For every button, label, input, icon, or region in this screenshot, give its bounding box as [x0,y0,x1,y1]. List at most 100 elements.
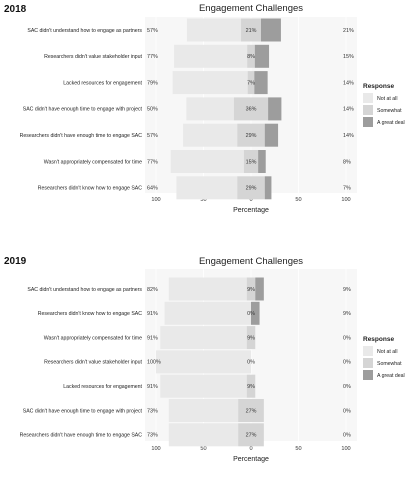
chart-2018: 2018 Engagement Challenges 100 50 0 50 100 SAC … [4,3,405,214]
bar-somewhat [238,423,264,447]
legend-entry: Somewhat [377,361,402,367]
x-tick-label: 100 [151,446,160,452]
bar-not-at-all [174,44,248,68]
bar-great-deal [268,97,282,121]
bar-not-at-all [168,277,247,301]
category-label: Researchers didn't have enough time to e… [20,133,143,139]
pct-somewhat: 7% [247,80,255,86]
bar-not-at-all [168,399,239,422]
bar-somewhat [247,71,255,95]
legend-title: Response [363,83,394,90]
x-axis-label: Percentage [233,207,269,214]
bar-not-at-all [168,423,239,447]
pct-not-at-all: 100% [147,360,161,366]
pct-not-at-all: 57% [147,133,158,139]
pct-somewhat: 36% [246,107,257,113]
bar-somewhat [238,399,264,422]
year-label: 2018 [4,4,27,15]
bar-not-at-all [156,350,251,374]
pct-somewhat: 27% [246,408,257,414]
legend-swatch [363,370,373,380]
bar-somewhat [246,326,256,350]
category-label: Lacked resources for engagement [63,384,142,390]
bar-somewhat [246,374,256,398]
legend-title: Response [363,336,394,343]
x-tick-label: 50 [295,446,301,452]
pct-somewhat: 29% [246,186,257,192]
pct-somewhat: 0% [247,360,255,366]
pct-great-deal: 0% [343,433,351,439]
pct-great-deal: 0% [343,335,351,341]
category-label: Researchers didn't value stakeholder inp… [44,54,142,60]
category-label: Wasn't appropriately compensated for tim… [44,335,142,341]
bar-not-at-all [183,123,238,147]
bar-great-deal [264,176,272,200]
bar-not-at-all [160,374,247,398]
pct-not-at-all: 91% [147,384,158,390]
bar-not-at-all [170,150,244,173]
legend: Response Not at all Somewhat A great deal [363,83,405,127]
category-label: Researchers didn't have enough time to e… [20,433,143,439]
legend-swatch [363,105,373,115]
category-label: SAC didn't understand how to engage as p… [27,28,142,34]
bar-not-at-all [176,176,238,200]
chart-2019: 2019 Engagement Challenges 100 50 0 50 100 SAC … [4,256,405,463]
pct-great-deal: 9% [343,287,351,293]
year-label: 2019 [4,256,27,267]
pct-great-deal: 15% [343,54,354,60]
bar-somewhat [241,18,261,42]
chart-title: Engagement Challenges [199,256,303,267]
pct-not-at-all: 73% [147,433,158,439]
category-label: Wasn't appropriately compensated for tim… [44,159,142,165]
pct-not-at-all: 91% [147,335,158,341]
bar-great-deal [260,18,281,42]
legend-swatch [363,358,373,368]
bar-great-deal [251,301,260,325]
pct-great-deal: 21% [343,28,354,34]
pct-not-at-all: 57% [147,28,158,34]
category-label: SAC didn't have enough time to engage wi… [23,107,143,113]
legend-swatch [363,117,373,127]
legend-entry: Not at all [377,96,397,102]
pct-great-deal: 0% [343,360,351,366]
legend-entry: Somewhat [377,108,402,114]
pct-somewhat: 29% [246,133,257,139]
pct-great-deal: 8% [343,159,351,165]
pct-somewhat: 27% [246,433,257,439]
bar-somewhat [237,176,265,200]
x-tick-label: 100 [151,197,160,203]
legend: Response Not at all Somewhat A great deal [363,336,405,380]
bar-not-at-all [186,18,242,42]
bar-somewhat [247,44,255,68]
category-label: Lacked resources for engagement [63,80,142,86]
pct-somewhat: 15% [246,159,257,165]
pct-not-at-all: 64% [147,186,158,192]
x-tick-label: 100 [341,446,350,452]
chart-title: Engagement Challenges [199,3,303,14]
x-tick-label: 50 [295,197,301,203]
pct-great-deal: 9% [343,311,351,317]
pct-somewhat: 9% [247,335,255,341]
pct-not-at-all: 73% [147,408,158,414]
pct-somewhat: 9% [247,384,255,390]
category-label: Researchers didn't value stakeholder inp… [44,360,142,366]
category-label: Researchers didn't know how to engage SA… [38,311,142,317]
pct-somewhat: 9% [247,287,255,293]
bar-somewhat [237,123,265,147]
pct-great-deal: 0% [343,384,351,390]
pct-not-at-all: 79% [147,80,158,86]
legend-entry: A great deal [377,120,405,126]
pct-not-at-all: 77% [147,159,158,165]
legend-swatch [363,346,373,356]
bar-not-at-all [172,71,248,95]
legend-entry: A great deal [377,373,405,379]
bar-great-deal [264,123,279,147]
bar-great-deal [258,150,266,173]
pct-not-at-all: 91% [147,311,158,317]
bar-somewhat [243,150,259,173]
pct-great-deal: 14% [343,80,354,86]
pct-somewhat: 8% [247,54,255,60]
pct-great-deal: 14% [343,107,354,113]
pct-not-at-all: 50% [147,107,158,113]
